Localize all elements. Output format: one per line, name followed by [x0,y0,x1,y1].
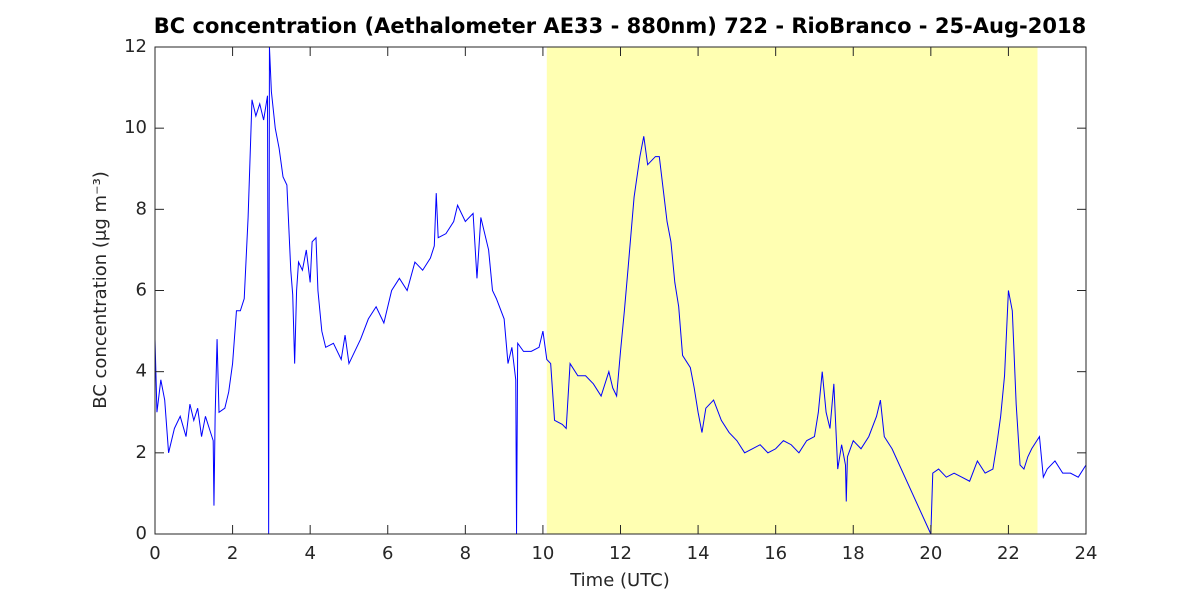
x-tick-label: 6 [382,543,393,564]
x-tick-label: 10 [531,543,554,564]
x-tick-label: 0 [149,543,160,564]
chart-title: BC concentration (Aethalometer AE33 - 88… [154,14,1086,38]
x-tick-label: 14 [687,543,710,564]
x-tick-label: 22 [997,543,1020,564]
y-tick-label: 10 [124,117,147,138]
x-tick-label: 4 [304,543,315,564]
y-tick-label: 8 [136,198,147,219]
y-tick-label: 2 [136,442,147,463]
y-tick-label: 6 [136,280,147,301]
y-tick-label: 0 [136,523,147,544]
x-tick-label: 12 [609,543,632,564]
x-tick-label: 24 [1075,543,1098,564]
y-tick-label: 12 [124,36,147,57]
x-tick-label: 18 [842,543,865,564]
y-axis-label: BC concentration (μg m⁻³) [90,171,111,409]
x-tick-label: 16 [764,543,787,564]
x-tick-label: 20 [919,543,942,564]
y-tick-label: 4 [136,361,147,382]
highlight-region [546,47,1038,534]
x-axis-label: Time (UTC) [569,570,670,591]
x-tick-label: 8 [460,543,471,564]
data-line [154,46,1087,535]
x-tick-label: 2 [227,543,238,564]
